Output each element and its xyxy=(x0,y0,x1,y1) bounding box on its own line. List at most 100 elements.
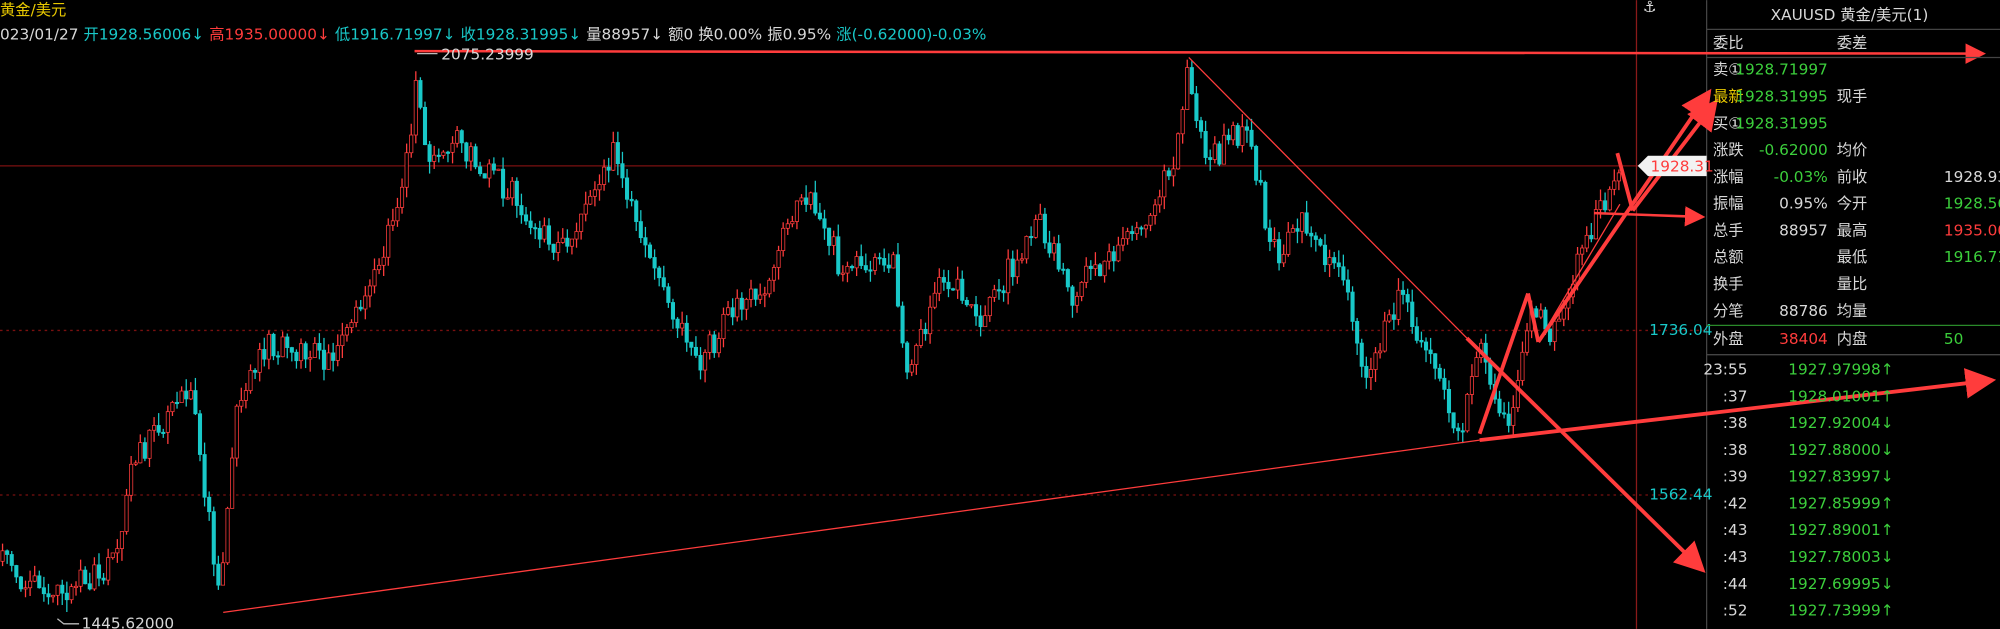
candle-body xyxy=(1056,243,1061,270)
candle-body xyxy=(161,431,166,434)
candle-body xyxy=(886,264,891,269)
candle-body xyxy=(37,575,42,589)
candle-body xyxy=(64,592,69,601)
quote-value: 1928.31995 xyxy=(1735,88,1827,106)
quote-label: 卖① xyxy=(1713,61,1742,79)
candle-body xyxy=(1033,219,1038,238)
quote-label: 前收 xyxy=(1837,168,1868,186)
anchor-icon[interactable]: ⚓ xyxy=(1643,0,1657,16)
tick-time: :37 xyxy=(1723,387,1748,405)
candle-body xyxy=(46,593,51,598)
trend-line xyxy=(1188,57,1468,339)
candle-body xyxy=(1465,394,1470,432)
info-item: 023/01/27 xyxy=(0,25,78,43)
candle-body xyxy=(1515,380,1520,408)
candle-body xyxy=(1038,213,1043,220)
low-label: 1445.62000 xyxy=(82,614,174,629)
quote-value: 1928.56 xyxy=(1944,195,2000,213)
candle-body xyxy=(18,576,23,590)
candle-body xyxy=(115,548,120,554)
candle-body xyxy=(1382,320,1387,352)
candle-body xyxy=(744,298,749,310)
tick-price: 1927.78003↓ xyxy=(1788,548,1893,566)
candle-body xyxy=(1419,339,1424,343)
candle-body xyxy=(1065,269,1070,288)
candle-body xyxy=(703,352,708,371)
candle-body xyxy=(1304,212,1309,234)
candle-body xyxy=(592,189,597,197)
candle-body xyxy=(588,195,593,205)
candle-body xyxy=(1171,168,1176,177)
candle-body xyxy=(767,279,772,295)
candle-body xyxy=(248,370,253,392)
quote-value: 88957 xyxy=(1779,221,1828,239)
candle-body xyxy=(918,328,923,346)
tick-list: 23:55 1927.97998↑:37 1928.01001↑:38 1927.92… xyxy=(1703,360,1893,619)
candle-body xyxy=(1272,239,1277,242)
candle-body xyxy=(1410,301,1415,327)
candle-body xyxy=(716,338,721,354)
candle-body xyxy=(422,106,428,146)
high-label: 2075.23999 xyxy=(441,45,533,63)
quote-label: 今开 xyxy=(1837,195,1868,213)
candle-body xyxy=(1079,281,1084,297)
candle-body xyxy=(914,345,919,365)
candle-body xyxy=(1497,398,1502,414)
candle-body xyxy=(510,180,515,199)
candle-body xyxy=(1074,296,1080,306)
candle-body xyxy=(1538,309,1543,318)
axis-label: 1736.04 xyxy=(1649,321,1712,339)
candle-body xyxy=(1603,200,1608,211)
candle-body xyxy=(1148,215,1153,226)
candle-body xyxy=(1502,412,1507,415)
quote-value: 38404 xyxy=(1779,330,1828,348)
info-item: 低1916.71997↓ xyxy=(335,25,456,43)
candle-body xyxy=(712,334,717,354)
quote-value: 1928.93 xyxy=(1944,168,2000,186)
candle-body xyxy=(1249,129,1254,147)
candle-body xyxy=(207,496,212,513)
candle-body xyxy=(165,411,170,433)
candle-body xyxy=(1139,227,1144,230)
candle-body xyxy=(1318,239,1323,246)
candle-body xyxy=(831,236,836,246)
candle-body xyxy=(1019,258,1024,261)
candle-body xyxy=(188,390,193,400)
candle-body xyxy=(1460,430,1465,433)
candle-body xyxy=(854,256,859,269)
candle-body xyxy=(9,554,14,566)
candle-body xyxy=(973,304,979,317)
candle-body xyxy=(1244,126,1249,131)
candle-body xyxy=(1084,265,1089,283)
candle-body xyxy=(537,227,542,240)
candle-body xyxy=(781,227,786,251)
tick-time: :44 xyxy=(1723,575,1748,593)
candle-body xyxy=(748,288,754,300)
tick-time: :52 xyxy=(1723,602,1748,620)
candle-body xyxy=(1616,172,1621,182)
candle-body xyxy=(1580,247,1585,255)
candle-body xyxy=(528,220,533,228)
candle-body xyxy=(390,220,395,226)
channel-line xyxy=(1537,203,1621,343)
candle-body xyxy=(556,242,561,253)
tick-price: 1927.89001↑ xyxy=(1788,521,1893,539)
quote-label: 总手 xyxy=(1713,221,1744,239)
candle-body xyxy=(312,342,317,358)
candle-body xyxy=(1474,357,1479,377)
candle-body xyxy=(1391,314,1396,320)
candle-body xyxy=(551,243,556,253)
candle-body xyxy=(1212,143,1217,160)
candle-body xyxy=(675,318,680,329)
wave-line xyxy=(1615,152,1635,212)
candle-body xyxy=(895,254,901,307)
candle-body xyxy=(983,315,988,328)
candle-body xyxy=(106,557,111,581)
candle-body xyxy=(491,163,496,171)
candle-body xyxy=(1300,212,1305,232)
candle-body xyxy=(1534,308,1539,318)
quote-value: 1928.71997 xyxy=(1735,61,1827,79)
candle-body xyxy=(1401,289,1406,295)
candle-body xyxy=(1240,126,1245,146)
quote-value: 1935.00 xyxy=(1944,221,2000,239)
